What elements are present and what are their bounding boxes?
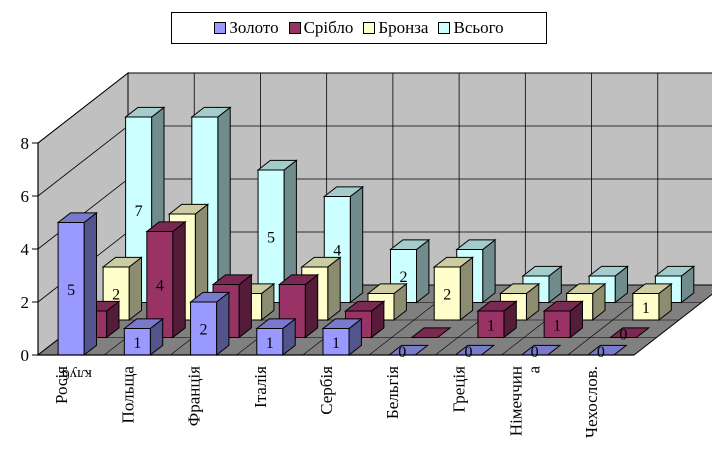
legend-label-silver: Срібло — [303, 18, 354, 37]
data-label: 1 — [487, 317, 495, 334]
data-label: 0 — [619, 327, 627, 344]
y-tick-label: 8 — [21, 134, 30, 153]
legend-item-bronze: Бронза — [363, 18, 428, 38]
data-label: 0 — [464, 344, 472, 361]
legend-swatch-total — [438, 22, 451, 34]
x-tick-label: Польща — [118, 366, 137, 424]
bar-silver-top — [344, 300, 386, 312]
bar-bronze — [632, 293, 660, 321]
bar-gold-top — [255, 318, 297, 329]
bar-silver-top — [410, 327, 452, 338]
data-label: 2 — [200, 322, 208, 339]
bar-silver-side — [172, 220, 186, 339]
bar-gold-top — [321, 318, 363, 329]
bar-gold-side — [83, 211, 97, 357]
data-label: 0 — [531, 344, 539, 361]
x-tick-label: Бельгія — [383, 366, 402, 419]
value-gridline — [37, 72, 712, 144]
data-label: 1 — [553, 317, 561, 334]
data-label: 2 — [112, 287, 120, 304]
bar-bronze-top — [366, 283, 408, 294]
legend-label-total: Всього — [453, 18, 504, 37]
bar-bronze — [433, 266, 461, 321]
bar-bronze-top — [101, 256, 143, 268]
bar-bronze-side — [327, 256, 341, 322]
data-label: 1 — [332, 335, 340, 352]
legend-label-gold: Золото — [229, 18, 279, 37]
data-label: 4 — [156, 278, 164, 295]
bar-bronze-top — [498, 283, 541, 294]
legend-swatch-bronze — [363, 22, 376, 34]
bar-total-side — [217, 106, 231, 304]
legend-swatch-silver — [288, 22, 301, 34]
bar-gold-top — [122, 318, 165, 329]
bar-total-side — [482, 238, 496, 304]
bar-silver-top — [476, 300, 518, 312]
data-label: 1 — [133, 335, 141, 352]
bar-bronze-top — [631, 283, 673, 294]
x-tick-label: Греція — [449, 366, 468, 413]
data-label: 0 — [597, 344, 605, 361]
x-tick-label: а — [525, 366, 544, 374]
bar-total-top — [389, 239, 431, 250]
bar-silver-top — [145, 221, 187, 232]
bar-silver-top — [542, 300, 584, 312]
data-label: 7 — [135, 203, 143, 220]
data-label: 5 — [267, 229, 275, 246]
data-label: 1 — [266, 335, 274, 352]
bar-total-side — [349, 185, 364, 304]
bar-total-top — [190, 106, 232, 118]
legend-item-silver: Срібло — [288, 18, 354, 38]
y-tick-label: 6 — [21, 187, 30, 206]
y-tick-label: 4 — [21, 240, 30, 259]
bar-gold-side — [216, 291, 230, 357]
bar-gold — [256, 328, 284, 356]
x-tick-label: Сербія — [317, 366, 336, 415]
legend-item-gold: Золото — [214, 18, 279, 38]
bar-silver — [543, 310, 571, 338]
bar-total-top — [124, 106, 166, 118]
data-label: 0 — [398, 344, 406, 361]
bar-total-top — [455, 239, 497, 250]
x-tick-label: Італія — [251, 366, 270, 408]
bar-silver-top — [608, 327, 651, 338]
clipped-label: клуб — [62, 366, 92, 382]
x-tick-label: Росія — [52, 366, 71, 404]
y-tick-label: 0 — [21, 346, 30, 365]
bar-silver-side — [238, 273, 252, 339]
bar-total-top — [322, 186, 365, 197]
bar-total-top — [587, 265, 629, 277]
bar-bronze-side — [459, 256, 474, 322]
data-label: 2 — [400, 269, 408, 286]
bar-silver-side — [304, 273, 319, 339]
data-label: 1 — [642, 300, 650, 317]
legend-label-bronze: Бронза — [378, 18, 429, 37]
bar-bronze-top — [565, 283, 607, 294]
legend-swatch-gold — [214, 22, 227, 34]
bar-silver-top — [277, 274, 320, 285]
y-tick-label: 2 — [21, 293, 30, 312]
bar-silver-top — [211, 274, 253, 285]
bar-total-top — [521, 265, 563, 277]
bar-total-top — [653, 265, 696, 277]
bar-bronze-top — [432, 256, 475, 268]
x-tick-label: Чехослов. — [582, 366, 601, 438]
bar-gold — [190, 301, 218, 356]
bar-total-top — [256, 159, 298, 171]
x-tick-label: Німеччин — [507, 366, 526, 436]
data-label: 5 — [67, 282, 75, 299]
bar-gold-top — [56, 212, 98, 223]
bar-bronze-top — [300, 256, 342, 268]
legend-item-total: Всього — [438, 18, 504, 38]
data-label: 2 — [443, 287, 451, 304]
bar-bronze-top — [167, 203, 210, 215]
x-tick-label: Франція — [185, 366, 204, 426]
bar-total-side — [416, 238, 430, 304]
bar-bronze-side — [128, 256, 142, 322]
bar-gold-top — [189, 291, 231, 303]
chart-legend: Золото Срібло Бронза Всього — [171, 12, 547, 44]
data-label: 4 — [333, 243, 341, 260]
